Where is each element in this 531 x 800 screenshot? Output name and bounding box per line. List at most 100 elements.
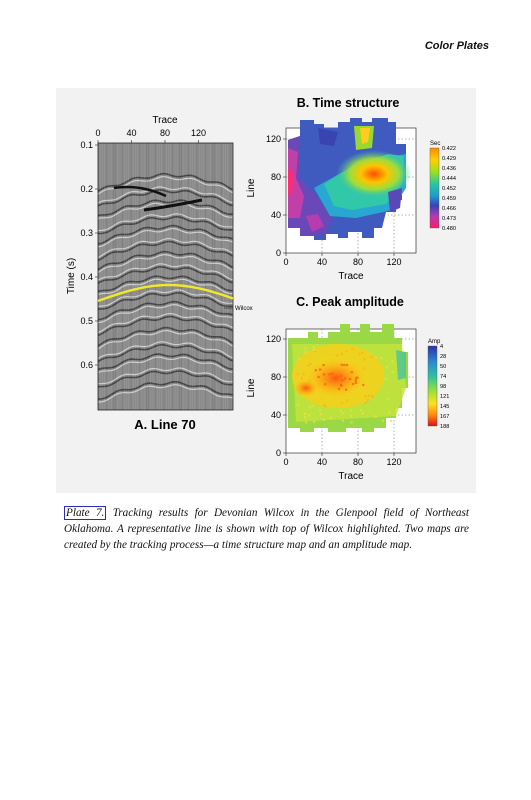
amplitude-cell [362, 412, 365, 415]
strong-reflector [113, 185, 167, 198]
panel-b-x-tick-label: 120 [386, 257, 401, 267]
legend-value: 145 [440, 404, 449, 410]
legend-value: 0.452 [442, 186, 456, 192]
seismic-reflector [98, 356, 233, 374]
legend-value: 188 [440, 424, 449, 430]
amplitude-west-hotspot [292, 378, 320, 398]
seismic-reflector [98, 263, 233, 281]
amplitude-cell [354, 377, 358, 380]
amplitude-cell [336, 354, 339, 357]
panel-b-y-tick-label: 80 [271, 172, 281, 182]
panel-b-title: B. Time structure [297, 96, 400, 110]
amplitude-cell [322, 418, 325, 421]
amplitude-cell [324, 405, 327, 408]
amplitude-cell [299, 391, 302, 394]
panel-a-y-tick-label: 0.3 [80, 228, 93, 238]
seismic-reflector [98, 202, 233, 219]
legend-value: 98 [440, 384, 446, 390]
running-header: Color Plates [424, 40, 489, 52]
amplitude-cell [370, 394, 373, 397]
amplitude-cell [386, 397, 389, 400]
panel-a-x-tick-label: 80 [160, 128, 170, 138]
panel-a-y-label: Time (s) [66, 258, 77, 294]
amplitude-cell [304, 421, 308, 424]
panel-c-y-tick-label: 40 [271, 410, 281, 420]
amplitude-cell [296, 403, 299, 406]
time-structure-east [388, 188, 402, 212]
panel-c-x-tick-label: 0 [283, 457, 288, 467]
amplitude-cell [304, 416, 307, 419]
amplitude-speckle [296, 346, 394, 424]
panel-c-y-tick-label: 80 [271, 372, 281, 382]
amplitude-cell [391, 370, 394, 373]
amplitude-cell [331, 372, 334, 375]
time-structure-west-deep [288, 148, 304, 218]
amplitude-cell [364, 395, 367, 398]
panel-b-legend-labels: 0.422 0.429 0.436 0.444 0.452 0.459 0.466 0.473… [442, 146, 456, 232]
amplitude-cell [323, 404, 326, 407]
amplitude-cell [308, 406, 311, 409]
amplitude-cell [298, 357, 301, 360]
seismic-reflector [98, 172, 233, 192]
legend-value: 0.480 [442, 226, 456, 232]
seismic-reflector [98, 353, 233, 371]
seismic-reflector [98, 275, 233, 293]
panel-c-x-tick-label: 120 [386, 457, 401, 467]
figure-canvas: Trace 0 40 80 120 0.10.20.30.40.50.6 Time (… [66, 96, 456, 482]
panel-c-legend-title: Amp [428, 339, 441, 345]
seismic-reflector [98, 189, 233, 207]
seismic-reflector [98, 329, 233, 350]
panel-b-x-ticks: 0 40 80 120 [283, 253, 402, 267]
panel-a-y-tick-label: 0.5 [80, 316, 93, 326]
legend-value: 28 [440, 354, 446, 360]
amplitude-cell [322, 373, 325, 376]
panel-a-x-tick-label: 40 [126, 128, 136, 138]
time-structure-sw-deep [306, 214, 324, 232]
amplitude-cell [341, 412, 344, 415]
amplitude-cell [339, 409, 343, 412]
amplitude-cell [339, 383, 342, 386]
legend-value: 74 [440, 374, 446, 380]
panel-b-x-tick-label: 80 [353, 257, 363, 267]
amplitude-cell [341, 379, 344, 382]
panel-b-legend-title: Sec [430, 141, 440, 147]
panel-b-x-tick-label: 40 [317, 257, 327, 267]
seismic-reflector [98, 341, 233, 360]
panel-b-colorbar [429, 147, 440, 229]
amplitude-cell [308, 414, 311, 417]
panel-b-x-label: Trace [338, 271, 364, 282]
amplitude-cell [362, 383, 365, 387]
amplitude-cell [345, 350, 348, 353]
amplitude-cell [341, 352, 344, 356]
amplitude-cell [302, 373, 305, 376]
panel-a-seismic-line: Trace 0 40 80 120 0.1 0.2 0.3 0.4 0.5 0.6 Time (… [66, 115, 253, 432]
amplitude-cell [341, 419, 344, 422]
legend-value: 0.473 [442, 216, 456, 222]
amplitude-cell [354, 379, 357, 382]
amplitude-cell [371, 395, 375, 398]
seismic-reflector [98, 300, 233, 321]
time-structure-deepest [288, 168, 294, 196]
seismic-reflector [98, 213, 233, 232]
amplitude-cell [359, 409, 362, 412]
amplitude-cell [300, 377, 303, 380]
amplitude-cell [329, 416, 332, 419]
amplitude-cell [343, 377, 346, 380]
amplitude-cell [370, 356, 373, 359]
amplitude-cell [345, 388, 348, 391]
amplitude-cell [351, 347, 354, 350]
panel-b-map [288, 118, 412, 240]
amplitude-cell [313, 420, 316, 424]
amplitude-cell [364, 402, 367, 405]
seismic-reflector [98, 380, 233, 400]
amplitude-cell [350, 371, 353, 374]
amplitude-cell [374, 415, 377, 418]
amplitude-cell [358, 352, 361, 355]
panel-a-y-tick-label: 0.1 [80, 140, 93, 150]
seismic-reflector [98, 237, 233, 258]
plate-label[interactable]: Plate 7. [64, 506, 107, 520]
amplitude-cell [309, 363, 312, 366]
panel-b-x-tick-label: 0 [283, 257, 288, 267]
seismic-reflector [98, 186, 233, 204]
amplitude-cell [380, 357, 383, 360]
